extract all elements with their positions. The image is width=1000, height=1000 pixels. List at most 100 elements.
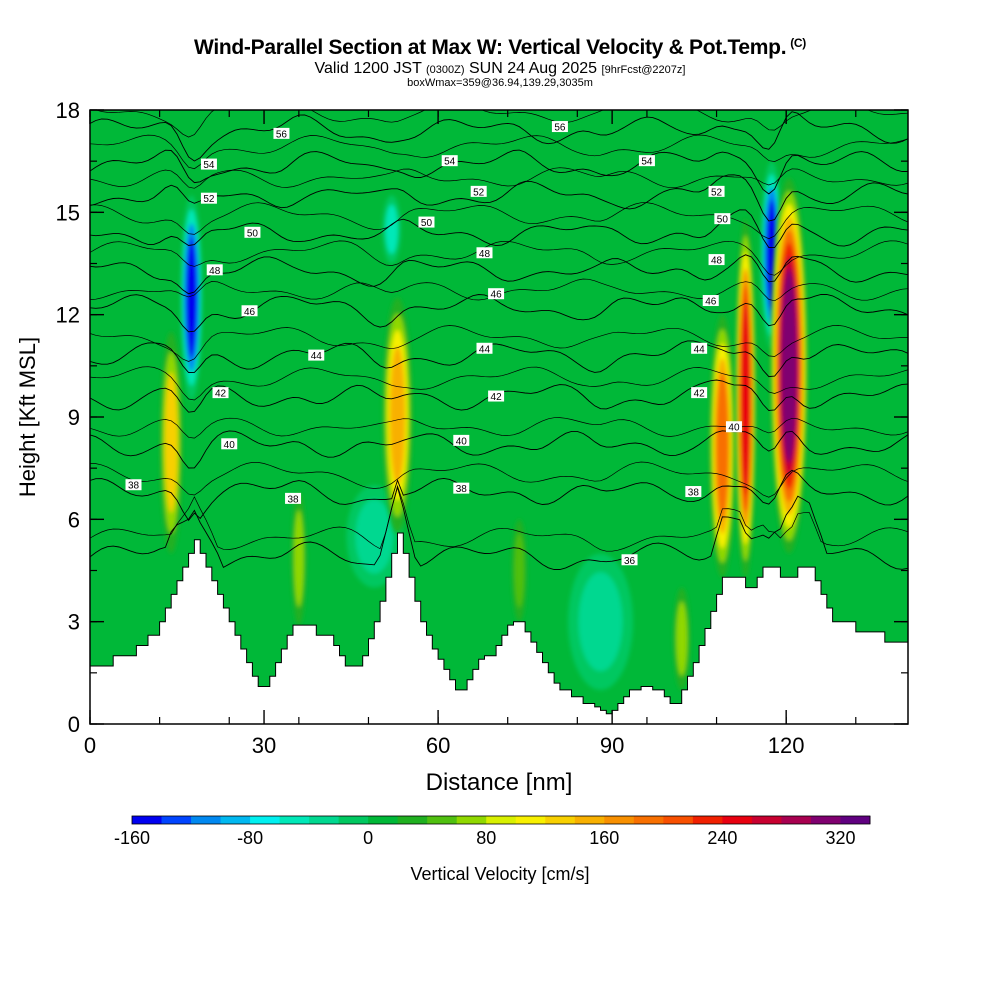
updraft-4 (673, 587, 691, 690)
theta-contour-48 (90, 254, 908, 295)
chart-title-text: Wind-Parallel Section at Max W: Vertical… (194, 36, 787, 59)
contour-label-text: 42 (491, 392, 503, 403)
contour-label: 50 (714, 213, 731, 226)
downdraft-band (578, 572, 623, 672)
colorbar-swatch (309, 816, 340, 824)
downdraft-1 (382, 195, 401, 264)
colorbar-frame (131, 815, 871, 825)
contour-label-bg (273, 127, 290, 139)
x-tick-label: 120 (768, 733, 805, 758)
contour-label-text: 40 (728, 423, 740, 434)
contour-label-text: 42 (215, 389, 227, 400)
colorbar-tick-label: 0 (363, 828, 373, 848)
theta-contour-54 (90, 149, 908, 195)
contour-label-text: 48 (479, 249, 491, 260)
theta-contour-46 (90, 293, 908, 333)
contour-label-text: 50 (421, 218, 433, 229)
contour-label: 54 (200, 158, 217, 171)
theta-contour-38 (90, 469, 908, 522)
colorbar-swatch (191, 816, 222, 824)
colorbar-swatch (279, 816, 310, 824)
updraft-3 (511, 519, 527, 622)
colorbar-swatch (810, 816, 841, 824)
theta-contour-minor (90, 325, 908, 362)
theta-contour-minor (90, 366, 908, 401)
downdraft-4 (568, 553, 634, 690)
contour-label-bg (418, 216, 435, 228)
theta-contour-50 (90, 209, 908, 249)
forecast-info: [9hrFcst@2207z] (601, 64, 686, 76)
contour-label-text: 52 (711, 187, 723, 198)
contour-label-bg (453, 434, 470, 446)
contour-labels: 56 56 54 54 54 52 52 52 50 50 50 48 48 48 46 46 46 44 44 44… (125, 121, 742, 567)
colorbar-swatch (751, 816, 782, 824)
contour-label: 54 (638, 155, 655, 168)
colorbar-swatch (604, 816, 635, 824)
contour-label-bg (621, 554, 638, 566)
contour-label-bg (714, 213, 731, 225)
valid-date: SUN 24 Aug 2025 (468, 60, 598, 77)
y-tick-label: 15 (56, 200, 80, 225)
plot-area: 56 56 54 54 54 52 52 52 50 50 50 48 48 48 46 46 46 44 44 44… (90, 110, 908, 724)
contour-label-text: 40 (456, 436, 468, 447)
contour-label-text: 44 (311, 351, 323, 362)
downdraft-3 (346, 485, 403, 588)
contour-label-text: 48 (209, 266, 221, 277)
contour-label-bg (285, 492, 302, 504)
updraft-band (389, 346, 406, 485)
valid-utc: (0300Z) (426, 64, 465, 76)
x-axis: 0 30 60 90 120 (84, 110, 857, 758)
colorbar-swatch (397, 816, 428, 824)
contour-label-text: 56 (276, 129, 288, 140)
contour-label: 38 (453, 482, 470, 495)
colorbar-tick-label: 240 (707, 828, 737, 848)
terrain (90, 532, 908, 724)
contour-label: 44 (308, 349, 325, 362)
downdraft-0 (180, 195, 203, 400)
downdraft-band (385, 204, 398, 255)
contour-label-text: 52 (203, 194, 215, 205)
contour-label: 46 (241, 305, 258, 318)
theta-contour-52 (90, 174, 908, 222)
updraft-7 (770, 178, 808, 554)
contour-label: 50 (418, 216, 435, 229)
contour-label-bg (708, 185, 725, 197)
colorbar: -160 -80 0 80 160 240 320 (114, 815, 871, 848)
colorbar-tick-label: -160 (114, 828, 150, 848)
chart-title: Wind-Parallel Section at Max W: Vertical… (0, 36, 1000, 60)
colorbar-swatch (338, 816, 369, 824)
colorbar-swatch (456, 816, 487, 824)
theta-contour-36 (90, 485, 908, 570)
updraft-band (716, 372, 729, 520)
terrain-mask (90, 532, 908, 724)
theta-contour-minor (90, 202, 908, 240)
colorbar-swatch (515, 816, 546, 824)
colorbar-tick-label: -80 (237, 828, 263, 848)
contour-label: 42 (488, 390, 505, 403)
contour-label-bg (200, 192, 217, 204)
colorbar-swatch (692, 816, 723, 824)
downdraft-band (185, 237, 198, 358)
contour-label: 44 (476, 342, 493, 355)
theta-contours (90, 110, 908, 570)
contour-label-bg (691, 342, 708, 354)
updraft-0 (160, 331, 183, 554)
contour-label-bg (691, 387, 708, 399)
contour-label: 48 (206, 264, 223, 277)
updraft-band (293, 510, 304, 607)
colorbar-swatch (574, 816, 605, 824)
colorbar-swatch (722, 816, 753, 824)
contour-label: 48 (708, 254, 725, 267)
contour-label-text: 54 (203, 160, 215, 171)
contour-label-text: 50 (717, 215, 729, 226)
contour-label-text: 38 (287, 494, 299, 505)
y-tick-label: 3 (68, 610, 80, 635)
theta-contour-minor (90, 167, 908, 189)
colorbar-swatch (427, 816, 458, 824)
contour-label-bg (206, 264, 223, 276)
contour-label-bg (125, 479, 142, 491)
contour-label-text: 46 (491, 290, 503, 301)
theta-contour-minor (90, 417, 908, 439)
y-tick-label: 12 (56, 303, 80, 328)
